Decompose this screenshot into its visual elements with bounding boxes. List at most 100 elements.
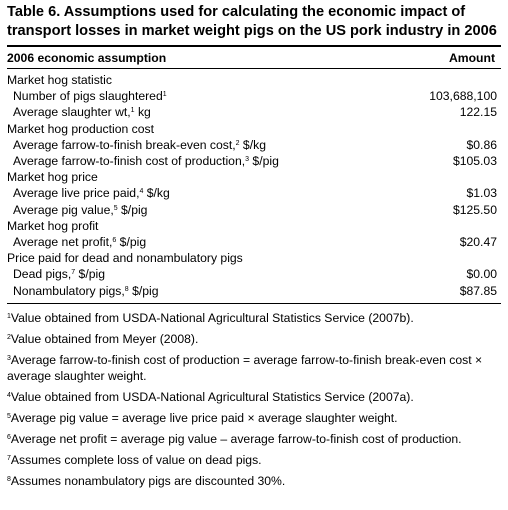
top-rule: [7, 45, 501, 47]
table-title: Table 6. Assumptions used for calculatin…: [7, 3, 501, 41]
row-unit: $/pig: [116, 235, 147, 250]
header-amount: Amount: [448, 50, 495, 65]
footnote: 6Average net profit = average pig value …: [7, 431, 501, 447]
row-amount: $87.85: [459, 283, 497, 298]
footnote: 2Value obtained from Meyer (2008).: [7, 331, 501, 347]
row-amount: [398, 72, 501, 88]
row-label-text: Average farrow-to-finish break-even cost…: [13, 137, 236, 152]
footnote-text: Value obtained from Meyer (2008).: [10, 331, 199, 346]
table-body: Market hog statistic Number of pigs slaug…: [7, 72, 501, 299]
row-label: Average farrow-to-finish cost of product…: [7, 153, 398, 169]
row-label-text: Price paid for dead and nonambulatory pi…: [7, 251, 243, 266]
footnote-ref: 8: [124, 285, 129, 293]
footnote-number: 4: [7, 391, 11, 399]
footnote-text: Average pig value = average live price p…: [10, 410, 398, 425]
row-label-text: Number of pigs slaughtered: [13, 89, 163, 104]
footnote-text: Value obtained from USDA-National Agricu…: [10, 310, 414, 325]
row-label-text: Average net profit,: [13, 235, 113, 250]
row-amount: $20.47: [459, 235, 497, 250]
row-label: Dead pigs,7 $/pig: [7, 266, 398, 282]
footnote-text: Average farrow-to-finish cost of product…: [7, 352, 483, 383]
row-amount: [398, 169, 501, 185]
footnote-ref: 1: [162, 91, 167, 99]
table-row: Average farrow-to-finish cost of product…: [7, 153, 501, 169]
category-row: Market hog production cost: [7, 121, 501, 137]
row-amount: $125.50: [452, 202, 497, 217]
footnote-ref: 7: [71, 269, 76, 277]
footnote-ref: 3: [245, 156, 250, 164]
row-label-text: Average pig value,: [13, 202, 114, 217]
row-label: Market hog production cost: [7, 121, 398, 137]
row-unit: $/pig: [128, 283, 159, 298]
row-label: Market hog statistic: [7, 72, 398, 88]
row-label: Average net profit,6 $/pig: [7, 234, 398, 250]
row-unit: $/pig: [117, 202, 148, 217]
category-row: Market hog price: [7, 169, 501, 185]
footnote-number: 2: [7, 333, 11, 341]
row-unit: $/kg: [239, 137, 266, 152]
row-label: Nonambulatory pigs,8 $/pig: [7, 283, 398, 299]
row-label-text: Market hog price: [7, 170, 98, 185]
header-rule: [7, 68, 501, 69]
row-label-text: Average live price paid,: [13, 186, 140, 201]
row-amount: 122.15: [459, 105, 497, 120]
row-amount: $105.03: [452, 154, 497, 169]
header-assumption: 2006 economic assumption: [7, 50, 167, 65]
assumptions-table: Market hog statistic Number of pigs slaug…: [7, 72, 501, 299]
footnote: 7Assumes complete loss of value on dead …: [7, 452, 501, 468]
footnote-number: 3: [7, 354, 11, 362]
table-row: Average slaughter wt,1 kg 122.15: [7, 104, 501, 120]
row-label: Market hog profit: [7, 218, 398, 234]
row-amount: $0.00: [466, 267, 498, 282]
table-row: Number of pigs slaughtered1 103,688,100: [7, 88, 501, 104]
footnote-text: Average net profit = average pig value –…: [10, 431, 462, 446]
footnote-text: Value obtained from USDA-National Agricu…: [10, 389, 414, 404]
row-unit: $/pig: [249, 154, 279, 169]
row-amount: 103,688,100: [429, 89, 497, 104]
row-amount: [398, 218, 501, 234]
row-label-text: Market hog statistic: [7, 73, 112, 87]
footnote-number: 1: [7, 312, 11, 320]
table-header: 2006 economic assumption Amount: [7, 47, 501, 68]
footnote-ref: 4: [139, 188, 144, 196]
row-label: Market hog price: [7, 169, 398, 185]
row-amount: [398, 121, 501, 137]
category-row: Market hog profit: [7, 218, 501, 234]
row-label-text: Market hog profit: [7, 218, 99, 233]
row-label: Average pig value,5 $/pig: [7, 202, 398, 218]
footnote-number: 8: [7, 475, 11, 483]
row-unit: kg: [134, 105, 151, 120]
row-label: Average slaughter wt,1 kg: [7, 104, 398, 120]
row-unit: $/pig: [75, 267, 105, 282]
row-label-text: Market hog production cost: [7, 121, 155, 136]
table-row: Average live price paid,4 $/kg $1.03: [7, 185, 501, 201]
row-label: Number of pigs slaughtered1: [7, 88, 398, 104]
table-bottom-rule: [7, 302, 501, 304]
footnote-number: 5: [7, 412, 11, 420]
row-unit: $/kg: [143, 186, 170, 201]
footnote: 1Value obtained from USDA-National Agric…: [7, 310, 501, 326]
footnote-text: Assumes complete loss of value on dead p…: [10, 452, 262, 467]
table-row: Average farrow-to-finish break-even cost…: [7, 137, 501, 153]
row-amount: $1.03: [466, 186, 498, 201]
title-line-2: transport losses in market weight pigs o…: [7, 23, 497, 39]
row-label: Price paid for dead and nonambulatory pi…: [7, 250, 398, 266]
table-row: Dead pigs,7 $/pig $0.00: [7, 266, 501, 282]
row-label: Average farrow-to-finish break-even cost…: [7, 137, 398, 153]
row-label: Average live price paid,4 $/kg: [7, 185, 398, 201]
footnote-number: 6: [7, 433, 11, 441]
table-row: Average pig value,5 $/pig $125.50: [7, 202, 501, 218]
footnote-ref: 6: [112, 237, 117, 245]
footnote-ref: 1: [130, 107, 135, 115]
footnotes: 1Value obtained from USDA-National Agric…: [7, 310, 501, 489]
footnote: 3Average farrow-to-finish cost of produc…: [7, 352, 501, 384]
category-row: Price paid for dead and nonambulatory pi…: [7, 250, 501, 266]
footnote-ref: 5: [113, 204, 118, 212]
footnote-text: Assumes nonambulatory pigs are discounte…: [10, 473, 286, 488]
category-row: Market hog statistic: [7, 72, 501, 88]
footnote-ref: 2: [235, 139, 240, 147]
row-label-text: Dead pigs,: [13, 267, 72, 282]
footnote: 8Assumes nonambulatory pigs are discount…: [7, 473, 501, 489]
row-amount: [398, 250, 501, 266]
